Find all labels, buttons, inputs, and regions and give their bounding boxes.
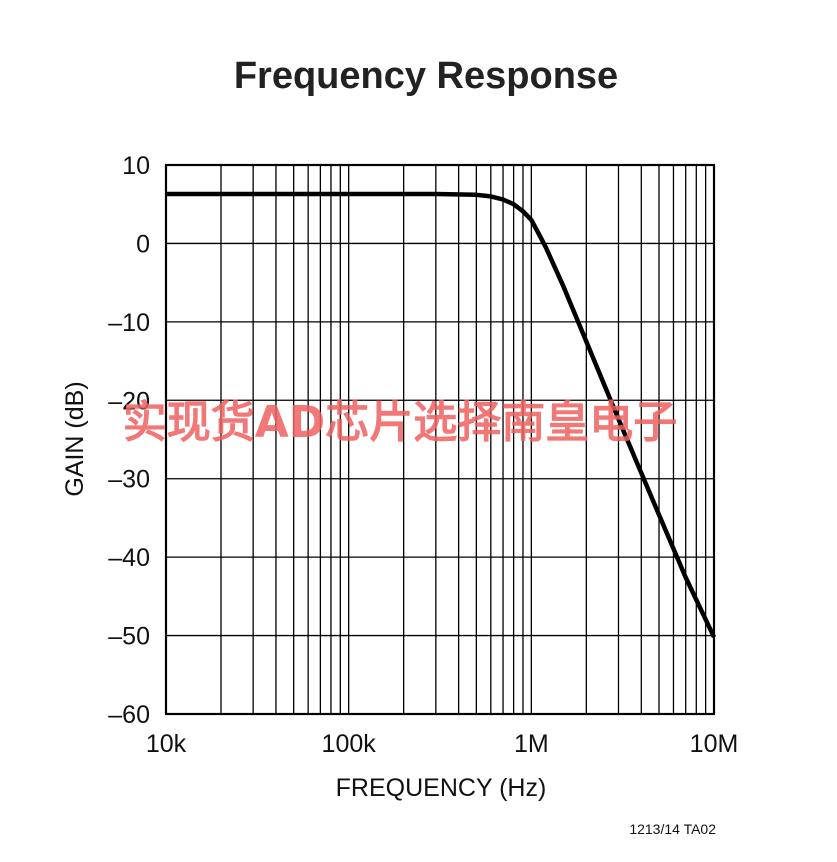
- x-tick-label: 100k: [322, 730, 377, 758]
- watermark-text: 实现货AD芯片选择南皇电子: [123, 397, 678, 448]
- y-tick-label: 0: [136, 230, 150, 258]
- y-tick-labels: 10 0 –10 –20 –30 –40 –50 –60: [108, 152, 150, 729]
- x-tick-label: 10M: [690, 730, 739, 758]
- chart-title: Frequency Response: [234, 55, 618, 97]
- y-tick-label: –20: [108, 387, 150, 415]
- figure-code: 1213/14 TA02: [629, 821, 716, 837]
- grid-lines: [166, 165, 714, 714]
- x-tick-label: 10k: [146, 730, 187, 758]
- gain-series-line: [166, 191, 717, 639]
- y-tick-label: 10: [122, 152, 150, 180]
- plot-frame: [164, 163, 716, 716]
- y-tick-label: –40: [108, 544, 150, 572]
- y-tick-label: –10: [108, 309, 150, 337]
- x-tick-label: 1M: [514, 730, 549, 758]
- x-axis-label: FREQUENCY (Hz): [336, 774, 547, 802]
- y-axis-label: GAIN (dB): [61, 381, 89, 496]
- y-tick-label: –30: [108, 466, 150, 494]
- x-tick-labels: 10k 100k 1M 10M: [146, 730, 738, 758]
- y-tick-label: –60: [108, 701, 150, 729]
- y-tick-label: –50: [108, 623, 150, 651]
